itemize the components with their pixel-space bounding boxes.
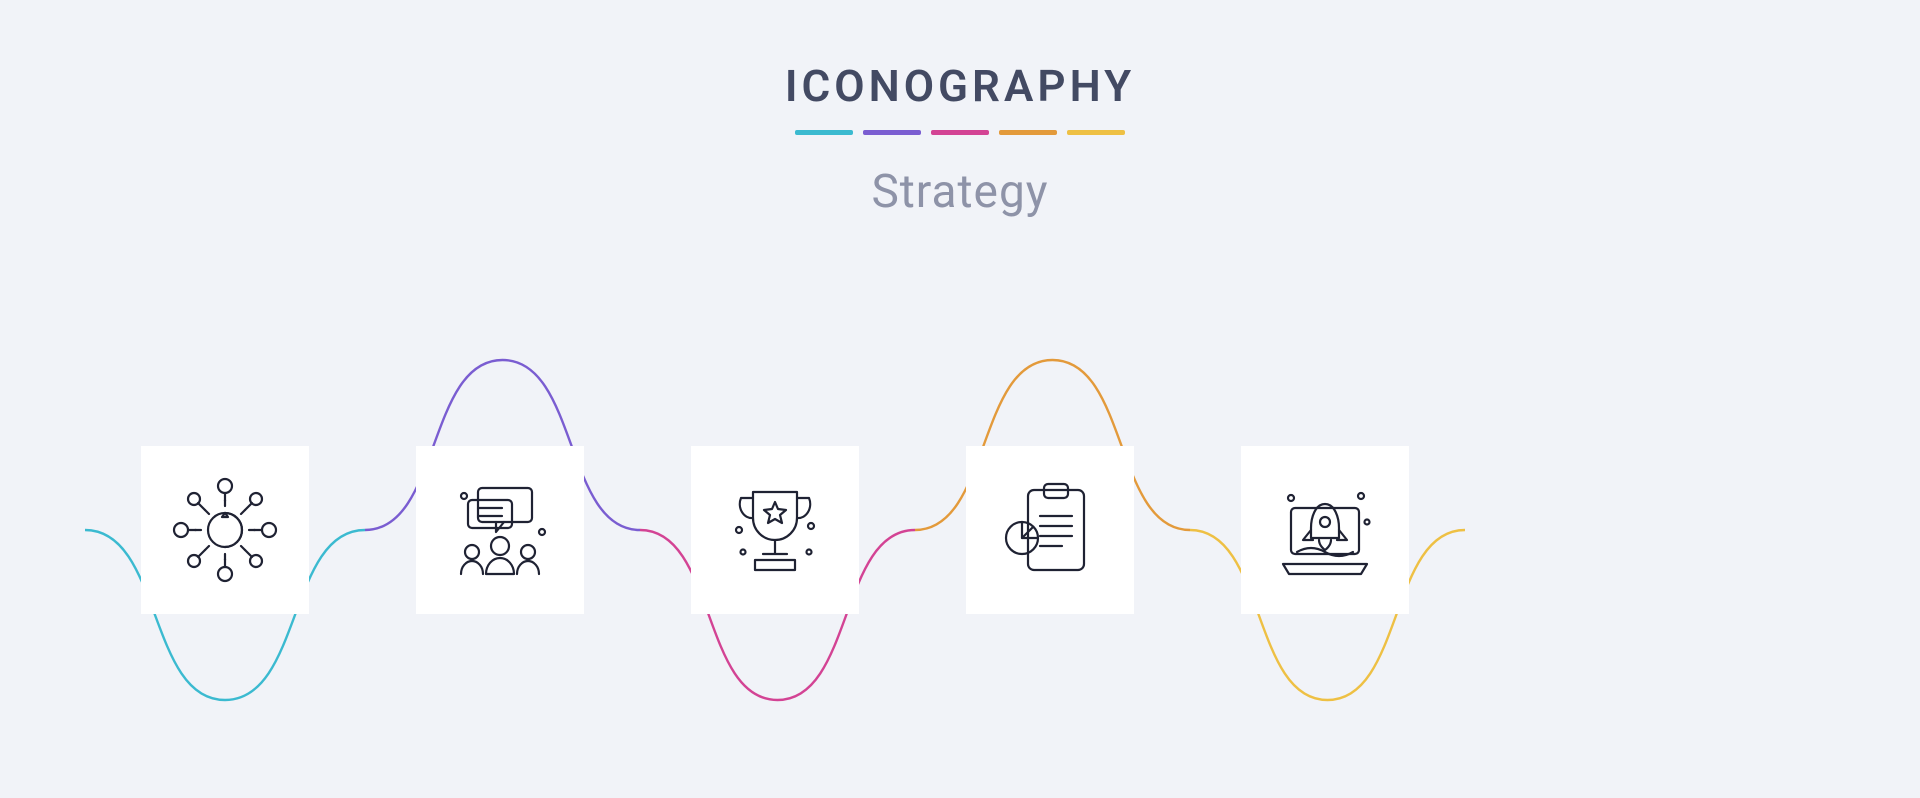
brand-underline [0,130,1920,135]
underline-bar-2 [863,130,921,135]
brand-title: ICONOGRAPHY [0,60,1920,112]
header: ICONOGRAPHY Strategy [0,60,1920,219]
subtitle: Strategy [0,165,1920,219]
trophy-star-icon [719,474,831,586]
team-chat-icon [444,474,556,586]
underline-bar-5 [1067,130,1125,135]
underline-bar-3 [931,130,989,135]
icon-card [416,446,584,614]
icon-card [1241,446,1409,614]
laptop-rocket-icon [1269,474,1381,586]
clipboard-pie-icon [994,474,1106,586]
gear-network-icon [169,474,281,586]
icon-card [691,446,859,614]
icon-card [966,446,1134,614]
underline-bar-4 [999,130,1057,135]
icon-card [141,446,309,614]
underline-bar-1 [795,130,853,135]
